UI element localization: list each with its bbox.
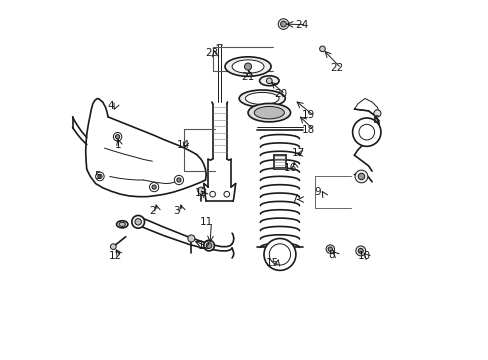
Text: 12: 12	[197, 240, 210, 251]
Circle shape	[135, 219, 141, 225]
Circle shape	[269, 244, 290, 265]
Ellipse shape	[245, 93, 279, 104]
Text: 12: 12	[109, 251, 122, 261]
Circle shape	[203, 240, 214, 251]
Circle shape	[325, 245, 334, 253]
Ellipse shape	[116, 221, 128, 228]
Circle shape	[197, 187, 204, 194]
Circle shape	[177, 178, 181, 182]
Text: 11: 11	[200, 217, 213, 227]
Circle shape	[352, 118, 380, 146]
Text: 19: 19	[302, 111, 315, 121]
Circle shape	[373, 110, 380, 117]
Text: 21: 21	[241, 72, 254, 81]
Text: 10: 10	[357, 251, 370, 261]
Text: 4: 4	[107, 100, 113, 111]
Circle shape	[244, 63, 251, 70]
Circle shape	[224, 192, 229, 197]
Circle shape	[358, 173, 364, 180]
Circle shape	[152, 185, 156, 189]
Circle shape	[264, 238, 295, 270]
Text: 8: 8	[327, 250, 334, 260]
Text: 14: 14	[176, 140, 189, 149]
Text: 22: 22	[329, 63, 343, 73]
Ellipse shape	[224, 57, 270, 76]
Text: 13: 13	[195, 189, 208, 198]
Text: 24: 24	[294, 20, 307, 30]
Circle shape	[266, 78, 272, 84]
Circle shape	[278, 19, 288, 30]
Text: 20: 20	[273, 89, 286, 99]
Circle shape	[327, 247, 332, 251]
Ellipse shape	[119, 222, 125, 226]
Ellipse shape	[239, 90, 285, 107]
Ellipse shape	[247, 103, 290, 122]
Circle shape	[355, 246, 365, 256]
Circle shape	[113, 132, 122, 141]
Circle shape	[354, 170, 367, 183]
Circle shape	[358, 124, 374, 140]
Text: 18: 18	[302, 125, 315, 135]
Circle shape	[149, 183, 159, 192]
Circle shape	[319, 46, 325, 52]
Ellipse shape	[254, 107, 284, 119]
Text: 7: 7	[291, 194, 297, 204]
Circle shape	[98, 174, 102, 179]
Circle shape	[96, 172, 104, 181]
Circle shape	[358, 248, 363, 253]
Text: 17: 17	[292, 148, 305, 158]
Text: 6: 6	[371, 116, 378, 125]
Circle shape	[206, 243, 211, 248]
Circle shape	[115, 135, 120, 139]
Circle shape	[280, 21, 286, 27]
Text: 1: 1	[114, 140, 121, 149]
Circle shape	[110, 244, 116, 249]
Ellipse shape	[259, 76, 279, 86]
Text: 2: 2	[148, 206, 155, 216]
Text: 16: 16	[283, 163, 296, 172]
Text: 5: 5	[94, 171, 101, 181]
Text: 23: 23	[205, 48, 218, 58]
Text: 3: 3	[173, 206, 180, 216]
Circle shape	[187, 235, 195, 242]
Text: 15: 15	[265, 258, 279, 268]
Circle shape	[174, 175, 183, 185]
Circle shape	[132, 215, 144, 228]
Text: 9: 9	[313, 188, 320, 197]
Circle shape	[209, 192, 215, 197]
Ellipse shape	[232, 60, 264, 73]
